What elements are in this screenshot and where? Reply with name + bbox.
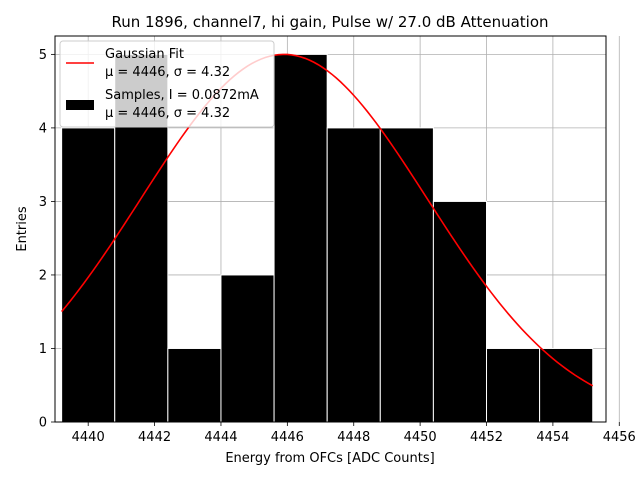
- x-tick-label: 4446: [271, 430, 304, 445]
- legend-fit-stats: μ = 4446, σ = 4.32: [105, 65, 230, 80]
- y-tick-label: 3: [39, 195, 47, 210]
- x-tick-label: 4448: [337, 430, 370, 445]
- legend-samples-label: Samples, I = 0.0872mA: [105, 88, 259, 103]
- x-tick-label: 4440: [72, 430, 105, 445]
- histogram-bar: [273, 53, 328, 423]
- x-tick-label: 4444: [204, 430, 237, 445]
- x-tick-label: 4442: [138, 430, 171, 445]
- x-tick-label: 4450: [404, 430, 437, 445]
- legend-fit-label: Gaussian Fit: [105, 47, 184, 62]
- histogram-bar: [220, 274, 275, 423]
- x-tick-label: 4452: [470, 430, 503, 445]
- plot-frame: [54, 35, 607, 423]
- y-tick-label: 2: [39, 268, 47, 283]
- x-axis-label: Energy from OFCs [ADC Counts]: [225, 451, 434, 466]
- histogram-bar: [167, 347, 222, 423]
- y-axis-label: Entries: [15, 206, 30, 252]
- legend: Gaussian Fit μ = 4446, σ = 4.32 Samples,…: [59, 40, 275, 128]
- histogram-bar: [326, 127, 381, 423]
- histogram-bar: [432, 200, 488, 423]
- legend-box: [59, 40, 275, 128]
- gaussian-fit-line: [61, 53, 594, 387]
- y-tick-label: 5: [39, 48, 47, 63]
- y-axis-ticks: 0 1 2 3 4 5: [39, 48, 55, 431]
- x-tick-label: 4456: [603, 430, 636, 445]
- y-tick-label: 4: [39, 121, 47, 136]
- histogram-bar: [486, 347, 541, 423]
- chart-title: Run 1896, channel7, hi gain, Pulse w/ 27…: [111, 13, 548, 31]
- histogram-bar: [539, 347, 594, 423]
- histogram-bar: [61, 127, 116, 423]
- x-axis-ticks: 4440 4442 4444 4446 4448 4450 4452 4454 4456: [72, 422, 636, 445]
- histogram-bar: [379, 127, 434, 423]
- y-tick-label: 1: [39, 342, 47, 357]
- y-tick-label: 0: [39, 416, 47, 431]
- x-tick-label: 4454: [536, 430, 569, 445]
- legend-samples-swatch: [66, 100, 94, 110]
- legend-samples-stats: μ = 4446, σ = 4.32: [105, 106, 230, 121]
